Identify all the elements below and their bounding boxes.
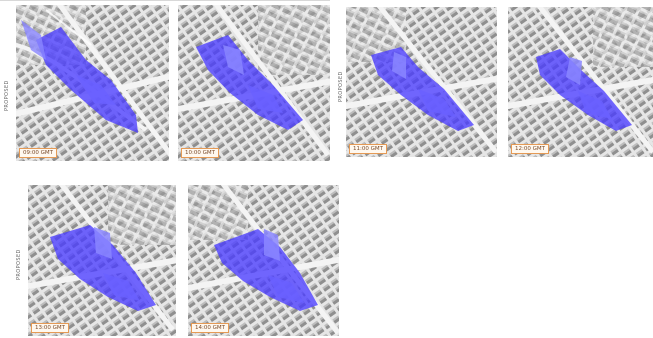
- shadow-map-1400: [188, 185, 339, 336]
- proposed-label-2: PROPOSED: [338, 71, 344, 102]
- shadow-map-1000: [178, 5, 330, 161]
- shadow-map-0900: [16, 5, 169, 161]
- shadow-panel-1100: 11:00 GMT: [346, 7, 497, 157]
- shadow-map-1200: [508, 7, 653, 157]
- proposed-label-1: PROPOSED: [4, 80, 10, 111]
- time-badge-0900: 09:00 GMT: [19, 148, 57, 158]
- time-badge-1100: 11:00 GMT: [349, 144, 387, 154]
- shadow-panel-1400: 14:00 GMT: [188, 185, 339, 336]
- study-group-3: PROPOSED 13:00 GMT 14:00 GMT: [14, 180, 344, 338]
- shadow-map-1300: [28, 185, 176, 336]
- study-group-2: PROPOSED 11:00 GMT 12:00 GMT: [336, 0, 653, 166]
- study-group-1: PROPOSED: [0, 0, 330, 167]
- shadow-panel-1000: 10:00 GMT: [178, 5, 330, 161]
- shadow-panel-1300: 13:00 GMT: [28, 185, 176, 336]
- time-badge-1000: 10:00 GMT: [181, 148, 219, 158]
- time-badge-1200: 12:00 GMT: [511, 144, 549, 154]
- shadow-panel-0900: 09:00 GMT: [16, 5, 169, 161]
- shadow-map-1100: [346, 7, 497, 157]
- proposed-label-3: PROPOSED: [16, 249, 22, 280]
- shadow-panel-1200: 12:00 GMT: [508, 7, 653, 157]
- time-badge-1400: 14:00 GMT: [191, 323, 229, 333]
- time-badge-1300: 13:00 GMT: [31, 323, 69, 333]
